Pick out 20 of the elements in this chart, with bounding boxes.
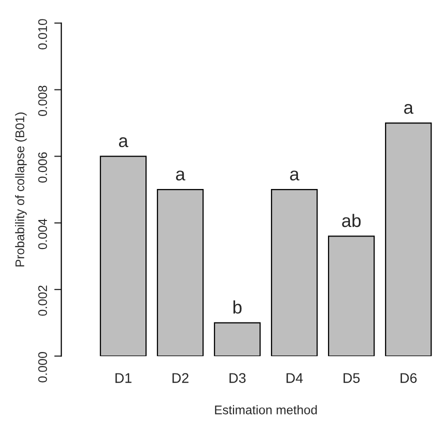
annotation: a bbox=[404, 104, 414, 114]
y-tick-label: 0.010 bbox=[38, 19, 48, 50]
y-tick-label: 0.006 bbox=[38, 152, 48, 183]
y-tick-label: 0.002 bbox=[38, 286, 48, 316]
annotation: ab bbox=[342, 214, 361, 228]
y-tick-label: 0.000 bbox=[38, 352, 48, 382]
y-axis-title: Probability of collapse (B01) bbox=[15, 112, 27, 266]
annotation: a bbox=[118, 137, 128, 148]
x-tick-label: D1 bbox=[116, 373, 132, 383]
x-tick-label: D5 bbox=[344, 373, 360, 383]
annotation: a bbox=[290, 170, 300, 180]
x-tick-label: D3 bbox=[230, 373, 246, 383]
x-tick-label: D6 bbox=[400, 373, 417, 383]
annotation: b bbox=[233, 300, 242, 314]
x-tick-label: D2 bbox=[172, 373, 188, 383]
x-axis-title: Estimation method bbox=[215, 405, 317, 414]
annotation: a bbox=[176, 170, 186, 180]
x-tick-label: D4 bbox=[286, 373, 303, 383]
y-tick-label: 0.008 bbox=[38, 86, 48, 116]
y-tick-label: 0.004 bbox=[38, 218, 48, 250]
